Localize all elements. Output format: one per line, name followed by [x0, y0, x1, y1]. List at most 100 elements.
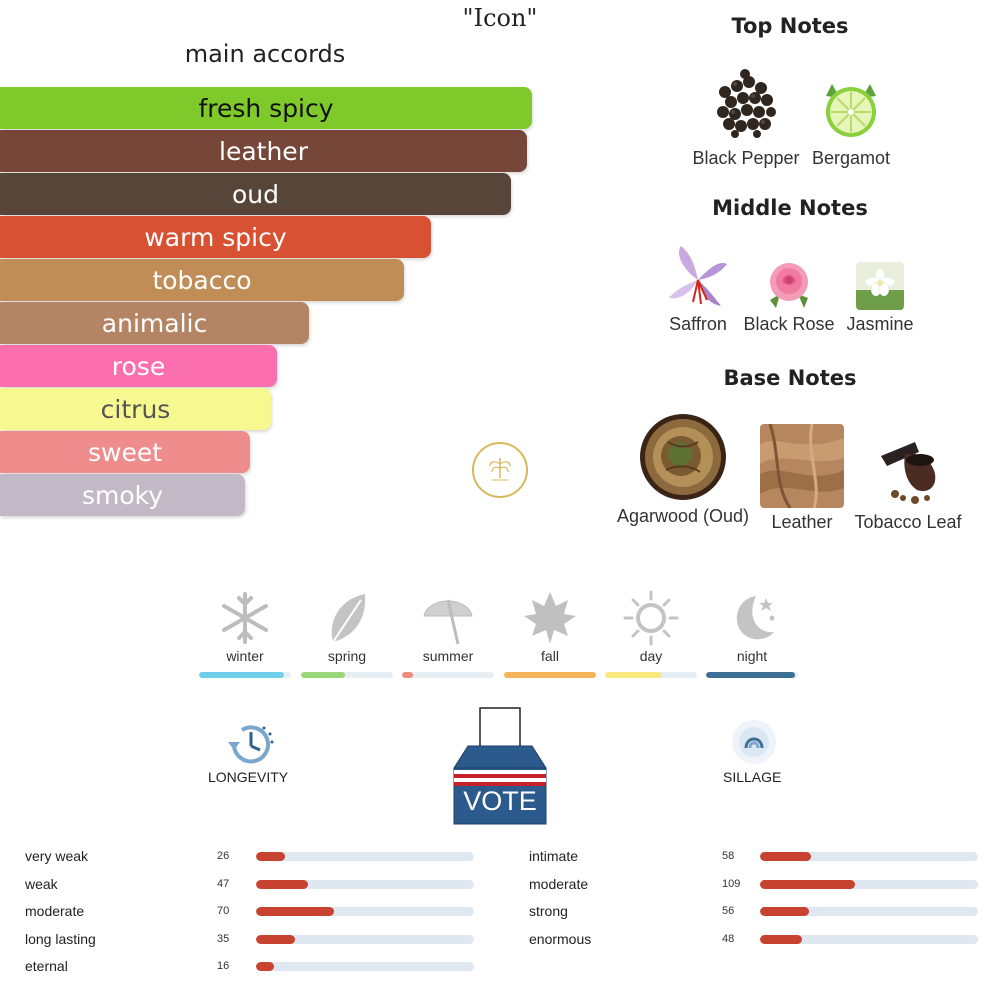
- note-black-pepper[interactable]: Black Pepper: [686, 62, 806, 169]
- season-fall[interactable]: fall: [504, 588, 596, 678]
- note-label: Black Pepper: [692, 148, 800, 168]
- rating-label: long lasting: [25, 930, 96, 947]
- page-title: "Icon": [462, 4, 538, 32]
- season-track: [605, 672, 697, 678]
- accord-bar: smoky: [0, 474, 245, 516]
- rating-track: [256, 907, 474, 916]
- rating-fill: [256, 907, 334, 916]
- rating-fill: [256, 962, 274, 971]
- longevity-row[interactable]: weak 47: [25, 874, 474, 894]
- rating-fill: [256, 852, 285, 861]
- rating-count: 58: [722, 850, 735, 862]
- rating-label: eternal: [25, 958, 68, 974]
- season-track: [199, 672, 291, 678]
- accord-label: citrus: [100, 394, 171, 424]
- rating-fill: [760, 879, 855, 889]
- season-label: fall: [541, 648, 559, 664]
- longevity-row[interactable]: long lasting 35: [25, 929, 474, 949]
- season-fill: [706, 672, 796, 678]
- note-agarwood[interactable]: Agarwood (Oud): [612, 412, 754, 527]
- snowflake-icon: [215, 588, 275, 648]
- note-label: Bergamot: [811, 148, 891, 168]
- rating-label: moderate: [529, 875, 589, 892]
- accord-bar: animalic: [0, 302, 309, 344]
- longevity-title: LONGEVITY: [208, 769, 289, 785]
- season-day[interactable]: day: [605, 588, 697, 678]
- rating-track: [256, 934, 474, 944]
- leaf-icon: [317, 588, 377, 648]
- jasmine-image: [856, 262, 904, 310]
- season-label: spring: [327, 648, 367, 664]
- accord-label: sweet: [87, 437, 163, 467]
- season-spring[interactable]: spring: [301, 588, 393, 678]
- note-label: Agarwood (Oud): [616, 506, 750, 526]
- sillage-row[interactable]: enormous 48: [529, 929, 978, 949]
- rating-count: 70: [217, 905, 230, 917]
- note-black-rose[interactable]: Black Rose: [740, 256, 838, 335]
- note-label: Jasmine: [846, 314, 914, 334]
- rating-track: [760, 934, 978, 944]
- season-fill: [504, 672, 596, 678]
- rating-track: [760, 907, 978, 916]
- longevity-row[interactable]: eternal 16: [25, 956, 474, 976]
- vote-label: VOTE: [463, 786, 537, 816]
- note-leather[interactable]: Leather: [760, 424, 844, 533]
- sillage-row[interactable]: moderate 109: [529, 874, 978, 894]
- rating-track: [256, 852, 474, 861]
- accord-bar: tobacco: [0, 259, 404, 301]
- rating-label: very weak: [25, 848, 89, 864]
- accord-bar: rose: [0, 345, 277, 387]
- rating-track: [760, 879, 978, 889]
- rating-count: 26: [217, 850, 230, 862]
- season-track: [706, 672, 798, 678]
- accord-bar: leather: [0, 130, 527, 172]
- vote-button[interactable]: VOTE: [452, 706, 548, 826]
- sillage-row[interactable]: intimate 58: [529, 846, 978, 866]
- accord-label: warm spicy: [144, 222, 287, 252]
- tobacco-leaf-image: [875, 436, 941, 508]
- season-winter[interactable]: winter: [199, 588, 291, 678]
- season-label: night: [736, 648, 768, 664]
- accord-bar: warm spicy: [0, 216, 431, 258]
- sillage-icon: [730, 718, 778, 766]
- accord-bar: sweet: [0, 431, 250, 473]
- rating-fill: [760, 852, 811, 861]
- black-pepper-image: [705, 62, 787, 144]
- note-saffron[interactable]: Saffron: [662, 240, 734, 335]
- season-label: winter: [226, 648, 264, 664]
- rating-label: moderate: [25, 903, 85, 919]
- longevity-row[interactable]: moderate 70: [25, 901, 474, 921]
- season-fill: [199, 672, 284, 678]
- accord-label: tobacco: [152, 265, 252, 295]
- main-accords-title: main accords: [184, 40, 346, 68]
- accord-bar: oud: [0, 173, 511, 215]
- season-summer[interactable]: summer: [402, 588, 494, 678]
- top-notes-title: Top Notes: [731, 14, 849, 38]
- accord-bar: citrus: [0, 388, 271, 430]
- note-label: Saffron: [669, 314, 727, 334]
- season-fill: [301, 672, 346, 678]
- longevity-row[interactable]: very weak 26: [25, 846, 474, 866]
- rating-count: 48: [722, 932, 735, 945]
- rating-track: [256, 879, 474, 889]
- note-tobacco-leaf[interactable]: Tobacco Leaf: [848, 436, 968, 533]
- accord-label: leather: [219, 136, 308, 166]
- note-label: Tobacco Leaf: [854, 512, 962, 532]
- rating-label: enormous: [529, 930, 592, 947]
- rating-label: weak: [25, 875, 58, 892]
- note-bergamot[interactable]: Bergamot: [806, 62, 896, 169]
- saffron-image: [663, 240, 733, 310]
- rating-label: strong: [529, 903, 568, 919]
- bergamot-image: [810, 62, 892, 144]
- rating-fill: [760, 907, 809, 916]
- accord-label: animalic: [101, 308, 208, 338]
- agarwood-image: [638, 412, 728, 502]
- season-night[interactable]: night: [706, 588, 798, 678]
- base-notes-title: Base Notes: [723, 366, 857, 390]
- moon-stars-icon: [722, 588, 782, 648]
- accord-bar: fresh spicy: [0, 87, 532, 129]
- sillage-row[interactable]: strong 56: [529, 901, 978, 921]
- note-jasmine[interactable]: Jasmine: [842, 262, 918, 335]
- brand-logo: [472, 442, 528, 498]
- season-fill: [402, 672, 414, 678]
